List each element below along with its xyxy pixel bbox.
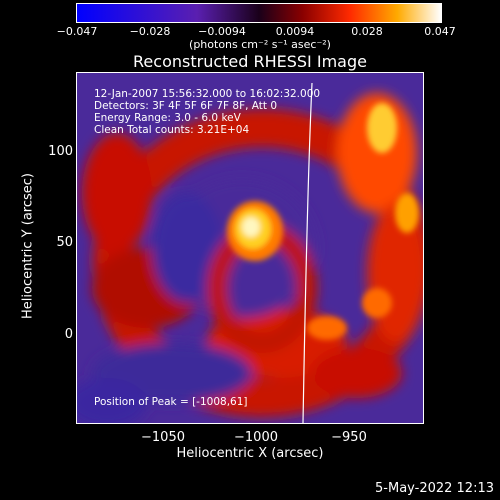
colorbar-tick: 0.0094 [275,25,315,38]
colorbar [76,3,442,23]
solar-limb-line [302,82,313,423]
info-energy: Energy Range: 3.0 - 6.0 keV [94,112,241,124]
x-tick-label: −950 [331,430,367,445]
colorbar-tick: −0.0094 [198,25,246,38]
info-clean: Clean Total counts: 3.21E+04 [94,124,250,136]
x-tick-label: −1050 [141,430,185,445]
colorbar-units: (photons cm⁻² s⁻¹ asec⁻²) [189,38,331,51]
y-tick-label: 100 [48,144,73,159]
image-title: Reconstructed RHESSI Image [133,52,367,71]
info-detectors: Detectors: 3F 4F 5F 6F 7F 8F, Att 0 [94,100,278,112]
colorbar-tick: 0.028 [351,25,383,38]
y-axis-label: Heliocentric Y (arcsec) [20,173,36,319]
colorbar-tick: −0.028 [129,25,171,38]
info-time-range: 12-Jan-2007 15:56:32.000 to 16:02:32.000 [94,88,321,100]
image-canvas [77,73,423,423]
x-tick-label: −1000 [234,430,278,445]
timestamp: 5-May-2022 12:13 [375,481,494,496]
y-tick-label: 0 [64,327,73,342]
y-tick-label: 50 [56,235,73,250]
colorbar-tick: 0.047 [424,25,456,38]
colorbar-gradient [77,4,441,22]
x-axis-label: Heliocentric X (arcsec) [176,446,324,461]
colorbar-tick: −0.047 [56,25,98,38]
info-peak: Position of Peak = [-1008,61] [94,396,248,408]
rhessi-image [76,72,424,424]
